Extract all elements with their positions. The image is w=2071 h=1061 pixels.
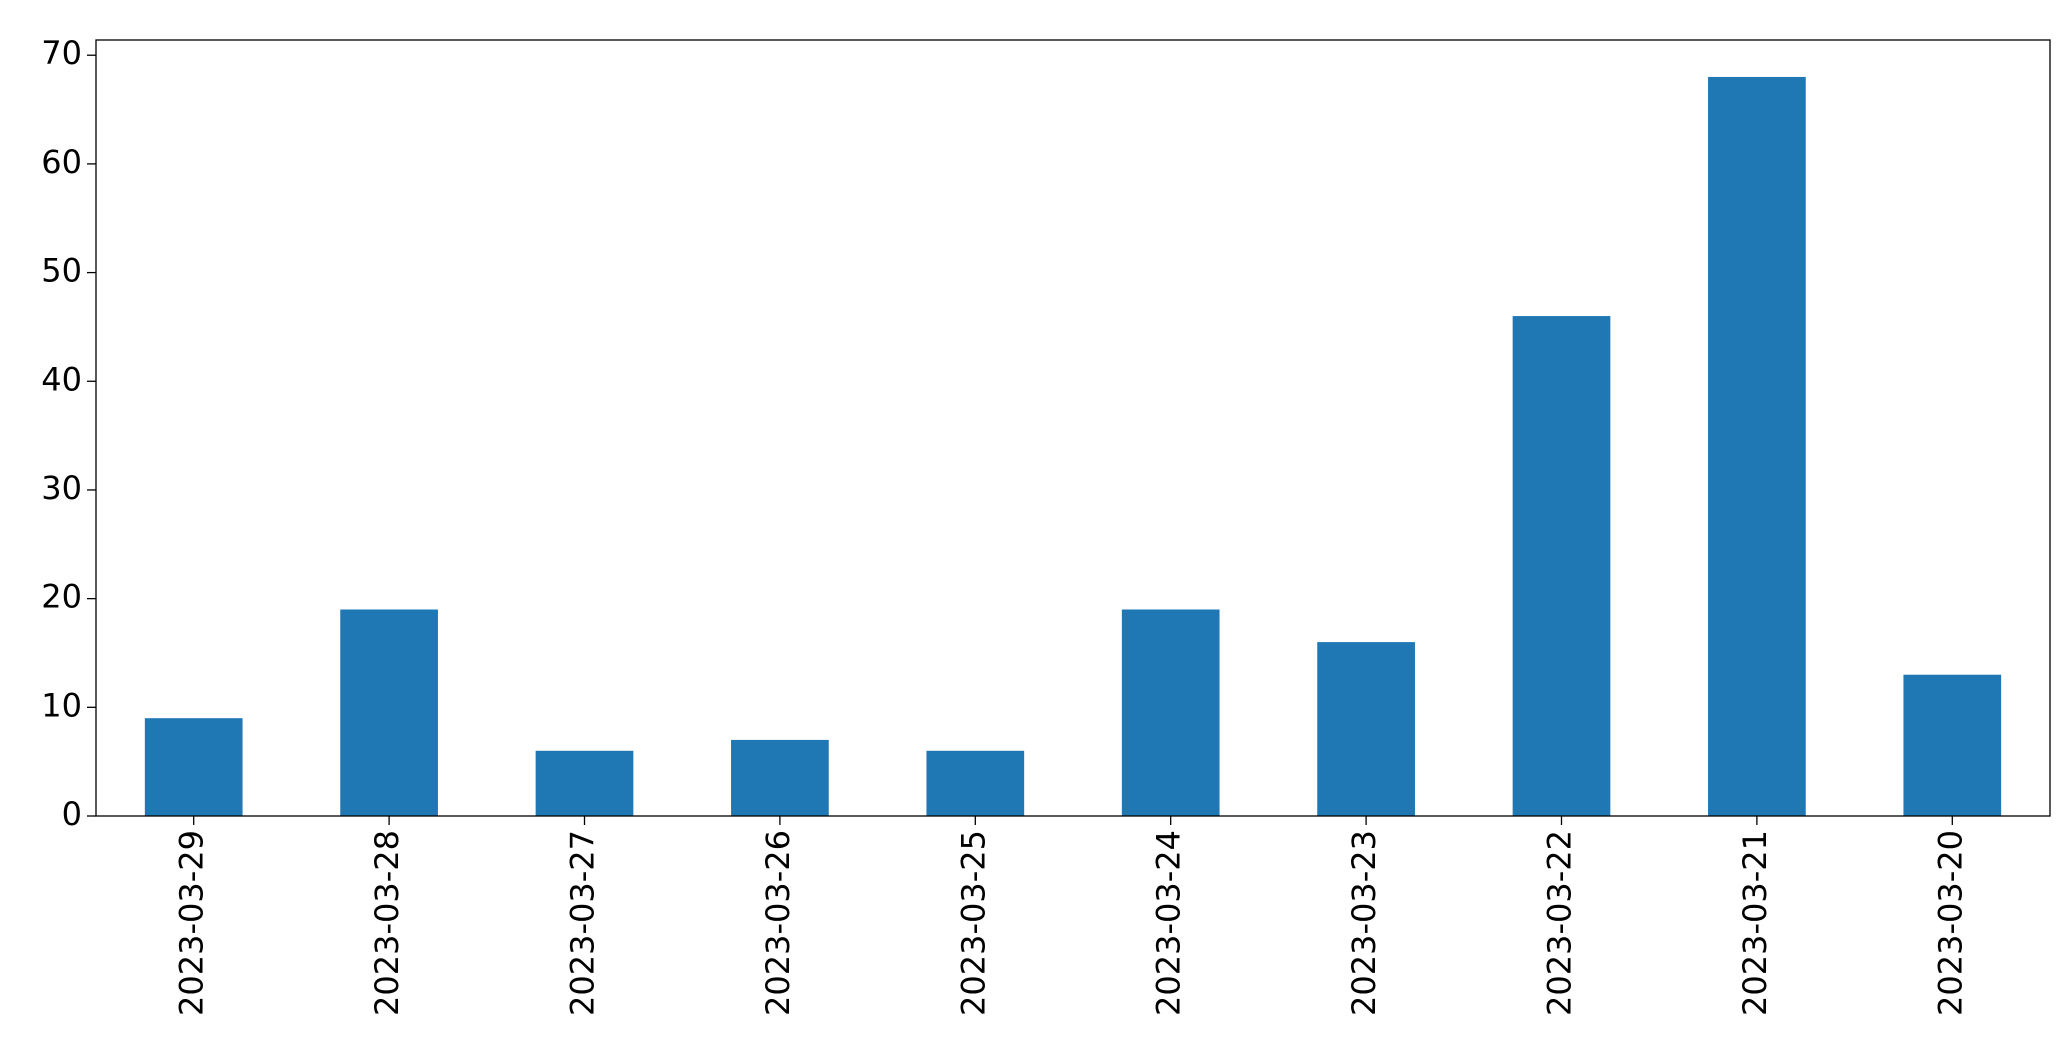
y-tick-label: 0 <box>62 795 82 833</box>
bar <box>1317 642 1415 816</box>
bar <box>926 750 1025 816</box>
bar <box>1903 674 2002 816</box>
x-tick-label: 2023-03-24 <box>1150 830 1188 1016</box>
bar <box>731 739 829 816</box>
bar <box>1121 609 1220 816</box>
x-tick-label: 2023-03-25 <box>954 830 992 1016</box>
y-tick-label: 70 <box>41 34 82 72</box>
x-tick-label: 2023-03-21 <box>1736 830 1774 1016</box>
y-tick-label: 50 <box>41 252 82 290</box>
y-tick-label: 40 <box>41 360 82 398</box>
plot-frame <box>95 39 2051 817</box>
y-tick-label: 10 <box>41 686 82 724</box>
bar <box>535 750 634 816</box>
x-tick-label: 2023-03-26 <box>759 830 797 1016</box>
x-tick-label: 2023-03-29 <box>173 830 211 1016</box>
y-tick-label: 20 <box>41 578 82 616</box>
x-tick-label: 2023-03-27 <box>564 830 602 1016</box>
x-tick-label: 2023-03-20 <box>1931 830 1969 1016</box>
bar <box>1512 316 1611 816</box>
y-tick-label: 30 <box>41 469 82 507</box>
y-tick-label: 60 <box>41 143 82 181</box>
bar <box>340 609 438 816</box>
bar <box>1708 76 1806 816</box>
x-tick-label: 2023-03-22 <box>1541 830 1579 1016</box>
x-tick-label: 2023-03-23 <box>1345 830 1383 1016</box>
x-tick-label: 2023-03-28 <box>368 830 406 1016</box>
bar <box>144 718 243 816</box>
